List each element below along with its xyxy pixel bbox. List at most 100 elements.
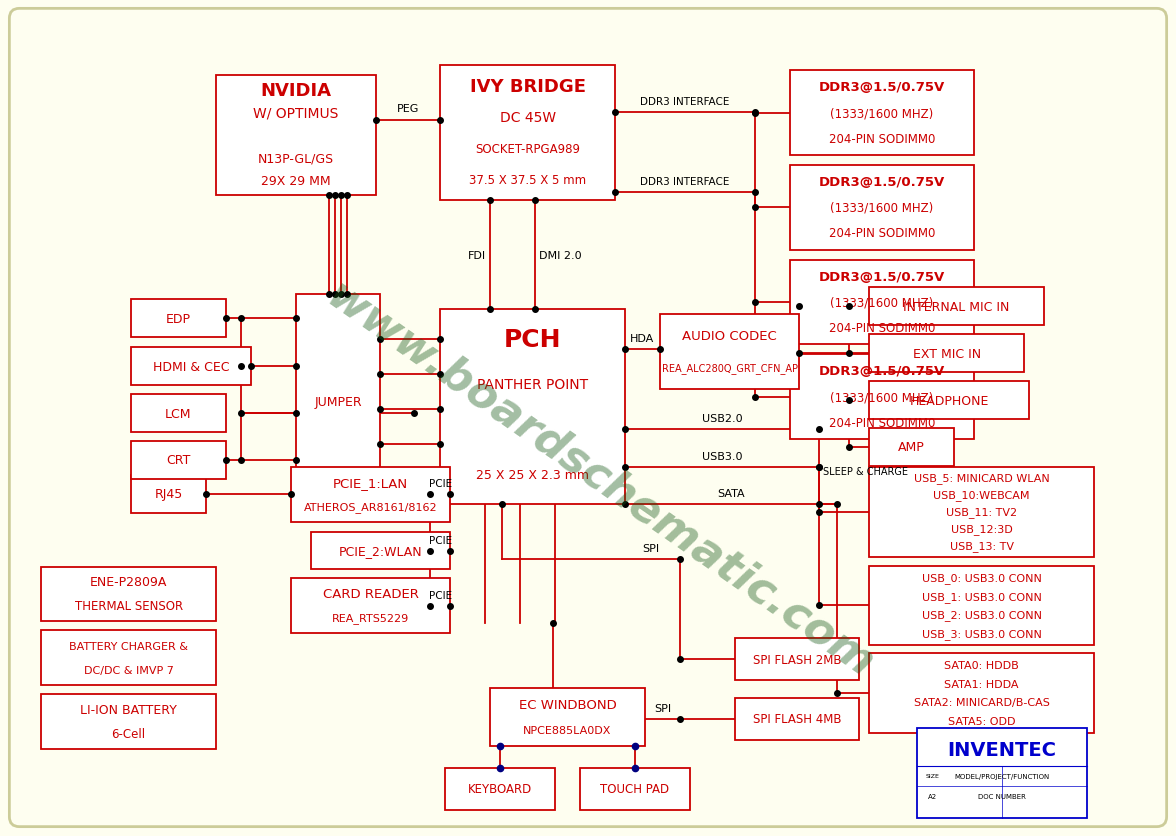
Text: EXT MIC IN: EXT MIC IN bbox=[913, 347, 981, 360]
Text: CRT: CRT bbox=[166, 454, 191, 466]
Text: BATTERY CHARGER &: BATTERY CHARGER & bbox=[69, 641, 188, 651]
Text: DDR3@1.5/0.75V: DDR3@1.5/0.75V bbox=[818, 270, 946, 283]
Text: N13P-GL/GS: N13P-GL/GS bbox=[258, 152, 334, 165]
Bar bbox=[789, 260, 974, 344]
Bar bbox=[789, 354, 974, 440]
Text: 204-PIN SODIMM0: 204-PIN SODIMM0 bbox=[829, 133, 935, 145]
Text: DOC NUMBER: DOC NUMBER bbox=[978, 793, 1025, 798]
Bar bbox=[131, 441, 226, 479]
Text: PCIE: PCIE bbox=[429, 590, 452, 600]
Bar bbox=[131, 348, 250, 385]
Text: DMI 2.0: DMI 2.0 bbox=[539, 250, 582, 260]
Text: W/ OPTIMUS: W/ OPTIMUS bbox=[253, 106, 339, 120]
Text: PCIE_1:LAN: PCIE_1:LAN bbox=[333, 477, 408, 489]
Text: 37.5 X 37.5 X 5 mm: 37.5 X 37.5 X 5 mm bbox=[469, 174, 586, 186]
Bar bbox=[869, 429, 954, 466]
Text: ATHEROS_AR8161/8162: ATHEROS_AR8161/8162 bbox=[303, 501, 437, 512]
Bar bbox=[735, 698, 860, 740]
Text: SPI FLASH 2MB: SPI FLASH 2MB bbox=[753, 653, 841, 666]
Bar bbox=[440, 310, 624, 504]
Text: USB_1: USB3.0 CONN: USB_1: USB3.0 CONN bbox=[922, 591, 1042, 602]
Bar bbox=[131, 475, 206, 513]
Text: SIZE: SIZE bbox=[926, 773, 940, 778]
Text: REA_ALC280Q_GRT_CFN_AP: REA_ALC280Q_GRT_CFN_AP bbox=[662, 363, 797, 374]
Text: DDR3@1.5/0.75V: DDR3@1.5/0.75V bbox=[818, 81, 946, 94]
Text: RJ45: RJ45 bbox=[154, 487, 182, 501]
Bar bbox=[869, 382, 1029, 420]
Bar bbox=[869, 566, 1094, 645]
Text: HDA: HDA bbox=[630, 334, 655, 344]
Text: LI-ION BATTERY: LI-ION BATTERY bbox=[80, 703, 178, 716]
Text: 204-PIN SODIMM0: 204-PIN SODIMM0 bbox=[829, 322, 935, 334]
Text: USB_13: TV: USB_13: TV bbox=[949, 540, 1014, 551]
Bar bbox=[490, 688, 644, 746]
Text: AMP: AMP bbox=[898, 441, 926, 454]
Bar bbox=[131, 395, 226, 432]
Bar bbox=[131, 300, 226, 338]
Text: USB_3: USB3.0 CONN: USB_3: USB3.0 CONN bbox=[922, 628, 1042, 639]
Text: HEADPHONE: HEADPHONE bbox=[909, 394, 989, 407]
Text: LCM: LCM bbox=[165, 407, 192, 420]
Text: PANTHER POINT: PANTHER POINT bbox=[477, 378, 588, 391]
Bar bbox=[290, 579, 450, 634]
Bar bbox=[41, 694, 216, 749]
Text: USB_0: USB3.0 CONN: USB_0: USB3.0 CONN bbox=[922, 573, 1042, 584]
Text: SPI FLASH 4MB: SPI FLASH 4MB bbox=[753, 712, 841, 726]
Bar bbox=[295, 295, 381, 509]
Bar bbox=[446, 768, 555, 810]
Text: SATA5: ODD: SATA5: ODD bbox=[948, 716, 1015, 726]
Text: (1333/1600 MHZ): (1333/1600 MHZ) bbox=[830, 390, 934, 404]
Text: 25 X 25 X 2.3 mm: 25 X 25 X 2.3 mm bbox=[476, 468, 589, 482]
Text: ENE-P2809A: ENE-P2809A bbox=[89, 576, 167, 589]
Text: HDMI & CEC: HDMI & CEC bbox=[153, 360, 229, 373]
Text: EDP: EDP bbox=[166, 313, 191, 325]
Text: A2: A2 bbox=[928, 793, 937, 798]
Text: TOUCH PAD: TOUCH PAD bbox=[600, 782, 669, 795]
Text: SATA: SATA bbox=[717, 488, 744, 498]
Text: SOCKET-RPGA989: SOCKET-RPGA989 bbox=[475, 142, 580, 155]
Text: 6-Cell: 6-Cell bbox=[112, 727, 146, 740]
Text: USB3.0: USB3.0 bbox=[702, 451, 742, 461]
Text: DDR3 INTERFACE: DDR3 INTERFACE bbox=[640, 176, 729, 186]
Text: INTERNAL MIC IN: INTERNAL MIC IN bbox=[903, 300, 1010, 314]
Bar bbox=[41, 630, 216, 686]
Bar bbox=[41, 567, 216, 622]
Text: USB_12:3D: USB_12:3D bbox=[950, 523, 1013, 534]
Bar bbox=[660, 315, 800, 390]
Text: SPI: SPI bbox=[654, 703, 670, 713]
Text: www.boardschematic.com: www.boardschematic.com bbox=[319, 273, 882, 686]
Bar bbox=[735, 639, 860, 681]
Text: KEYBOARD: KEYBOARD bbox=[468, 782, 533, 795]
Text: DDR3@1.5/0.75V: DDR3@1.5/0.75V bbox=[818, 365, 946, 378]
Text: PCH: PCH bbox=[503, 328, 561, 351]
Text: FDI: FDI bbox=[468, 250, 486, 260]
Text: (1333/1600 MHZ): (1333/1600 MHZ) bbox=[830, 107, 934, 120]
Text: SATA2: MINICARD/B-CAS: SATA2: MINICARD/B-CAS bbox=[914, 697, 1049, 707]
Text: SATA0: HDDB: SATA0: HDDB bbox=[944, 660, 1018, 670]
Text: DDR3@1.5/0.75V: DDR3@1.5/0.75V bbox=[818, 176, 946, 189]
Bar bbox=[789, 166, 974, 250]
Text: INVENTEC: INVENTEC bbox=[948, 741, 1056, 759]
Text: USB_10:WEBCAM: USB_10:WEBCAM bbox=[934, 490, 1030, 501]
Bar bbox=[580, 768, 690, 810]
Text: AUDIO CODEC: AUDIO CODEC bbox=[682, 329, 777, 343]
Text: DC 45W: DC 45W bbox=[500, 110, 556, 125]
Bar bbox=[310, 532, 450, 570]
Text: CARD READER: CARD READER bbox=[322, 588, 419, 601]
Text: SATA1: HDDA: SATA1: HDDA bbox=[944, 679, 1018, 689]
Bar bbox=[789, 71, 974, 155]
Text: SPI: SPI bbox=[643, 543, 660, 553]
Text: NVIDIA: NVIDIA bbox=[260, 82, 332, 99]
Text: DDR3 INTERFACE: DDR3 INTERFACE bbox=[640, 97, 729, 107]
Text: 204-PIN SODIMM0: 204-PIN SODIMM0 bbox=[829, 227, 935, 240]
Text: PCIE: PCIE bbox=[429, 479, 452, 489]
Text: (1333/1600 MHZ): (1333/1600 MHZ) bbox=[830, 296, 934, 309]
Text: 204-PIN SODIMM0: 204-PIN SODIMM0 bbox=[829, 416, 935, 429]
Text: PCIE_2:WLAN: PCIE_2:WLAN bbox=[339, 544, 422, 558]
Text: (1333/1600 MHZ): (1333/1600 MHZ) bbox=[830, 201, 934, 215]
Bar bbox=[216, 76, 375, 196]
Bar bbox=[869, 335, 1024, 373]
Text: SLEEP & CHARGE: SLEEP & CHARGE bbox=[823, 466, 908, 477]
Text: USB_2: USB3.0 CONN: USB_2: USB3.0 CONN bbox=[922, 609, 1042, 620]
Text: IVY BRIDGE: IVY BRIDGE bbox=[469, 78, 586, 95]
